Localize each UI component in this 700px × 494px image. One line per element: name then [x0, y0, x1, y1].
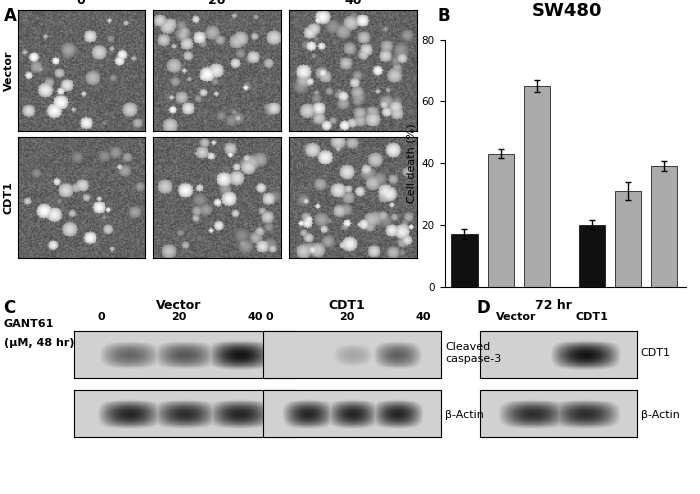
Text: 20: 20	[209, 0, 225, 7]
Text: 20: 20	[171, 312, 186, 322]
Text: 0: 0	[266, 312, 273, 322]
Bar	[651, 166, 678, 287]
Y-axis label: Cell death (%): Cell death (%)	[406, 123, 416, 203]
Text: 40: 40	[344, 0, 362, 7]
Text: Vector: Vector	[156, 299, 201, 312]
Bar	[524, 86, 550, 287]
Text: A: A	[4, 7, 16, 25]
Text: SW480: SW480	[532, 2, 602, 20]
Text: CDT1: CDT1	[575, 312, 608, 322]
Text: CDT1: CDT1	[328, 299, 365, 312]
Text: 40: 40	[416, 312, 431, 322]
Text: 40: 40	[248, 312, 263, 322]
Text: (μM, 48 hr): (μM, 48 hr)	[4, 338, 74, 348]
Bar	[578, 225, 605, 287]
Text: Vector: Vector	[496, 312, 537, 322]
Text: Cleaved
caspase-3: Cleaved caspase-3	[445, 342, 501, 364]
Text: GANT61: GANT61	[4, 319, 54, 329]
Text: D: D	[476, 299, 490, 317]
Bar	[615, 191, 641, 287]
Text: C: C	[4, 299, 15, 317]
Text: CDT1: CDT1	[640, 348, 671, 358]
Text: β-Actin: β-Actin	[445, 410, 484, 420]
Text: CDT1: CDT1	[4, 181, 14, 214]
Text: 20: 20	[339, 312, 354, 322]
Text: 0: 0	[77, 0, 85, 7]
Bar	[452, 234, 477, 287]
Text: 72 hr: 72 hr	[535, 299, 571, 312]
Text: β-Actin: β-Actin	[640, 410, 680, 420]
Text: B: B	[438, 7, 450, 25]
Text: Vector: Vector	[4, 50, 14, 90]
Text: 0: 0	[98, 312, 105, 322]
Bar	[488, 154, 514, 287]
